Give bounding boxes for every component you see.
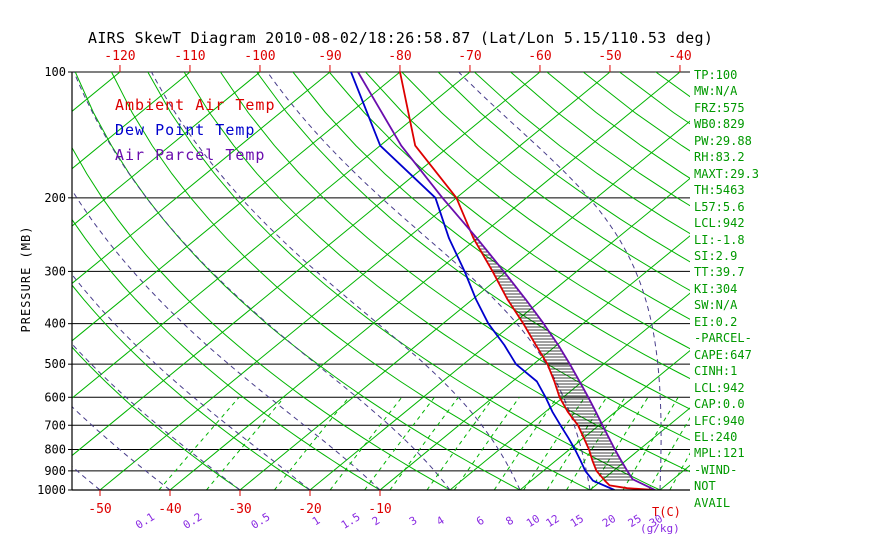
- legend-parcel: Air Parcel Temp: [115, 146, 266, 164]
- stats-line: AVAIL: [694, 495, 731, 510]
- stats-line: WB0:829: [694, 117, 745, 132]
- mixing-ratio-label: 0.2: [181, 510, 205, 532]
- stats-panel: TP:100 MW:N/A FRZ:575 WB0:829 PW:29.88 RH:83.…: [694, 67, 866, 511]
- stats-line: CAPE:647: [694, 347, 752, 362]
- temp-unit-label: T(C): [652, 505, 681, 519]
- mixing-ratio-label: 6: [474, 514, 487, 529]
- moist-adiabats: [72, 72, 662, 490]
- pressure-tick-label: 1000: [37, 483, 66, 497]
- pressure-tick-label: 900: [44, 464, 66, 478]
- stats-line: -PARCEL-: [694, 331, 752, 346]
- stats-line: LCL:942: [694, 380, 745, 395]
- stats-line: SW:N/A: [694, 298, 738, 313]
- stats-line: LI:-1.8: [694, 232, 745, 247]
- mixing-ratio-label: 8: [503, 514, 516, 529]
- mixing-ratio-label: 25: [626, 512, 644, 530]
- legend-dewpoint: Dew Point Temp: [115, 121, 256, 139]
- pressure-tick-label: 200: [44, 191, 66, 205]
- stats-line: EI:0.2: [694, 314, 738, 329]
- mixing-ratio-label: 1.5: [339, 510, 363, 532]
- pressure-tick-label: 500: [44, 357, 66, 371]
- mixing-ratio-label: 12: [544, 512, 562, 530]
- stats-line: CINH:1: [694, 364, 738, 379]
- pressure-tick-label: 400: [44, 317, 66, 331]
- stats-line: L57:5.6: [694, 199, 745, 214]
- dewpoint-profile: [350, 72, 615, 490]
- mixing-unit-label: (g/kg): [640, 522, 680, 535]
- stats-line: PW:29.88: [694, 133, 752, 148]
- stats-line: KI:304: [694, 281, 738, 296]
- stats-line: LCL:942: [694, 216, 745, 231]
- stats-line: -WIND-: [694, 462, 738, 477]
- mixing-ratio-label: 10: [524, 512, 542, 530]
- bottom-temp-label: -30: [228, 502, 251, 517]
- stats-line: TP:100: [694, 68, 738, 82]
- pressure-tick-label: 300: [44, 264, 66, 278]
- top-temp-label: -90: [318, 49, 341, 64]
- stats-line: TH:5463: [694, 183, 745, 198]
- stats-line: FRZ:575: [694, 100, 745, 115]
- top-temp-label: -50: [598, 49, 621, 64]
- bottom-temp-label: -20: [298, 502, 321, 517]
- top-temp-label: -100: [244, 49, 275, 64]
- isotherms: [72, 72, 690, 490]
- parcel-profile: [357, 72, 656, 490]
- bottom-temp-label: -50: [88, 502, 111, 517]
- stats-line: NOT: [694, 479, 716, 494]
- mixing-ratio-label: 15: [568, 512, 586, 530]
- mixing-ratio-label: 30: [647, 512, 665, 530]
- top-temp-label: -40: [668, 49, 691, 64]
- mixing-ratio-label: 3: [407, 514, 420, 529]
- bottom-temp-label: -10: [368, 502, 391, 517]
- stats-line: MAXT:29.3: [694, 166, 760, 181]
- mixing-ratio-lines: [158, 396, 690, 490]
- pressure-tick-label: 100: [44, 65, 66, 79]
- chart-title: AIRS SkewT Diagram 2010-08-02/18:26:58.8…: [88, 29, 714, 47]
- top-temp-label: -60: [528, 49, 551, 64]
- pressure-tick-label: 800: [44, 442, 66, 456]
- stats-line: MW:N/A: [694, 84, 738, 99]
- stats-line: LFC:940: [694, 413, 745, 428]
- ambient-profile: [399, 72, 656, 490]
- top-temp-label: -110: [174, 49, 205, 64]
- legend-ambient: Ambient Air Temp: [115, 96, 276, 114]
- pressure-tick-label: 600: [44, 390, 66, 404]
- top-temp-label: -120: [104, 49, 135, 64]
- cape-hatch: [471, 233, 635, 481]
- top-temp-label: -70: [458, 49, 481, 64]
- stats-line: MPL:121: [694, 446, 745, 461]
- axes: 100 200 300 400 500 600 700 800 900 1000 -120 -110 -…: [37, 49, 692, 535]
- mixing-ratio-label: 4: [434, 514, 447, 529]
- dry-adiabats: [72, 72, 690, 490]
- pressure-tick-label: 700: [44, 418, 66, 432]
- mixing-ratio-label: 0.1: [133, 510, 157, 532]
- top-temp-label: -80: [388, 49, 411, 64]
- stats-line: TT:39.7: [694, 265, 745, 280]
- stats-line: CAP:0.0: [694, 397, 745, 412]
- stats-line: SI:2.9: [694, 248, 738, 263]
- stats-line: RH:83.2: [694, 150, 745, 165]
- stats-line: EL:240: [694, 429, 738, 444]
- mixing-ratio-label: 0.5: [249, 510, 273, 532]
- bottom-temp-label: -40: [158, 502, 181, 517]
- mixing-ratio-label: 20: [600, 512, 618, 530]
